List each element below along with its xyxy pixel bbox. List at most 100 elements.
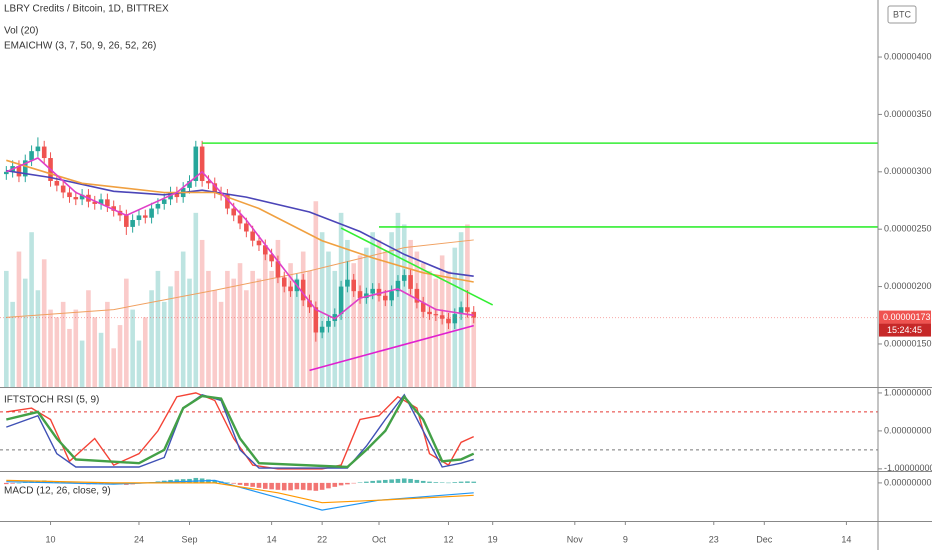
candle-body bbox=[370, 288, 375, 294]
volume-bar bbox=[370, 232, 375, 387]
y-tick-label: 0.00000200 bbox=[884, 281, 932, 291]
candle-body bbox=[446, 318, 451, 324]
trend-line bbox=[309, 324, 474, 372]
layer bbox=[0, 137, 878, 511]
candle-body bbox=[193, 146, 199, 181]
countdown: 15:24:45 bbox=[887, 325, 922, 335]
macd-histogram-bar bbox=[458, 481, 464, 483]
y-tick-label: 1.00000000 bbox=[884, 387, 932, 397]
candle-body bbox=[199, 146, 205, 181]
volume-bar bbox=[155, 270, 161, 387]
volume-bar bbox=[389, 232, 394, 387]
candle-body bbox=[307, 300, 312, 308]
candle-body bbox=[206, 180, 211, 184]
macd-histogram-bar bbox=[275, 482, 281, 490]
macd-histogram-bar bbox=[256, 482, 262, 488]
volume-bar bbox=[269, 270, 274, 387]
volume-bar bbox=[206, 270, 211, 387]
currency-box[interactable] bbox=[887, 5, 917, 24]
volume-bar bbox=[275, 239, 281, 387]
volume-bar bbox=[54, 317, 60, 387]
volume-bar bbox=[332, 270, 338, 387]
volume-bar bbox=[345, 239, 350, 387]
candle-body bbox=[54, 180, 60, 186]
candle-body bbox=[395, 280, 401, 292]
macd-histogram-bar bbox=[193, 477, 199, 483]
candle-body bbox=[16, 166, 22, 177]
macd-histogram-bar bbox=[383, 479, 388, 483]
volume-bar bbox=[124, 278, 129, 387]
volume-bar bbox=[73, 309, 79, 387]
candle-body bbox=[155, 203, 161, 209]
macd-histogram-bar bbox=[174, 479, 180, 483]
macd-histogram-bar bbox=[10, 482, 15, 484]
candle-body bbox=[67, 192, 72, 198]
volume-bar bbox=[79, 340, 85, 387]
volume-bar bbox=[383, 251, 388, 387]
candle-body bbox=[149, 208, 154, 218]
volume-bar bbox=[35, 290, 41, 387]
volume-bar bbox=[16, 251, 22, 387]
x-tick-label: 14 bbox=[841, 534, 851, 544]
candle-body bbox=[111, 206, 116, 211]
candle-body bbox=[458, 307, 464, 315]
candle-body bbox=[105, 199, 110, 207]
candle-body bbox=[136, 215, 142, 221]
candle-body bbox=[326, 321, 331, 327]
candle-body bbox=[332, 314, 338, 322]
candle-body bbox=[92, 201, 98, 204]
volume-bar bbox=[300, 251, 306, 387]
macd-histogram-bar bbox=[250, 482, 255, 487]
macd-histogram-bar bbox=[439, 482, 445, 483]
macd-histogram-bar bbox=[212, 480, 218, 483]
volume-bar bbox=[212, 290, 218, 387]
x-tick-label: Nov bbox=[567, 534, 584, 544]
volume-bar bbox=[319, 232, 325, 387]
y-tick-label: 0.00000250 bbox=[884, 224, 932, 234]
volume-bar bbox=[401, 224, 407, 387]
candle-body bbox=[401, 275, 407, 281]
x-tick-label: 10 bbox=[46, 534, 56, 544]
macd-histogram-bar bbox=[395, 478, 401, 483]
candle-body bbox=[345, 279, 350, 287]
candle-body bbox=[225, 194, 230, 209]
candle-body bbox=[408, 275, 413, 289]
volume-bar bbox=[471, 317, 477, 387]
indicator-line bbox=[6, 159, 474, 283]
x-tick-label: 24 bbox=[134, 534, 144, 544]
macd-histogram-bar bbox=[471, 481, 477, 483]
volume-bar bbox=[187, 278, 192, 387]
x-tick-label: 23 bbox=[709, 534, 719, 544]
macd-histogram-bar bbox=[307, 482, 312, 491]
macd-histogram-bar bbox=[281, 482, 287, 491]
volume-bar bbox=[281, 286, 287, 387]
candle-body bbox=[262, 245, 268, 255]
candle-body bbox=[281, 277, 287, 287]
volume-bar bbox=[408, 239, 413, 387]
volume-bar bbox=[41, 259, 47, 387]
candle-body bbox=[351, 279, 357, 292]
macd-histogram-bar bbox=[357, 482, 363, 483]
candle-body bbox=[357, 291, 363, 299]
indicator-line bbox=[6, 169, 474, 277]
volume-bar bbox=[60, 301, 66, 387]
macd-histogram-bar bbox=[300, 482, 306, 490]
macd-legend: MACD (12, 26, close, 9) bbox=[4, 486, 111, 497]
volume-bar bbox=[67, 328, 72, 387]
indicator-line bbox=[6, 479, 474, 504]
candle-body bbox=[427, 311, 432, 315]
volume-bar bbox=[307, 270, 312, 387]
currency[interactable]: BTC bbox=[893, 9, 912, 19]
volume-ma bbox=[6, 239, 474, 318]
macd-histogram-bar bbox=[414, 479, 420, 483]
indicator-line bbox=[6, 393, 474, 469]
candle-body bbox=[22, 160, 28, 177]
macd-histogram-bar bbox=[401, 478, 407, 483]
volume-bar bbox=[98, 332, 104, 387]
volume-bar bbox=[174, 270, 180, 387]
volume-bar bbox=[376, 239, 382, 387]
last-price-box bbox=[879, 310, 931, 324]
candle-body bbox=[288, 286, 293, 292]
ema-legend: EMAICHW (3, 7, 50, 9, 26, 52, 26) bbox=[4, 41, 156, 52]
candle-body bbox=[383, 295, 388, 301]
